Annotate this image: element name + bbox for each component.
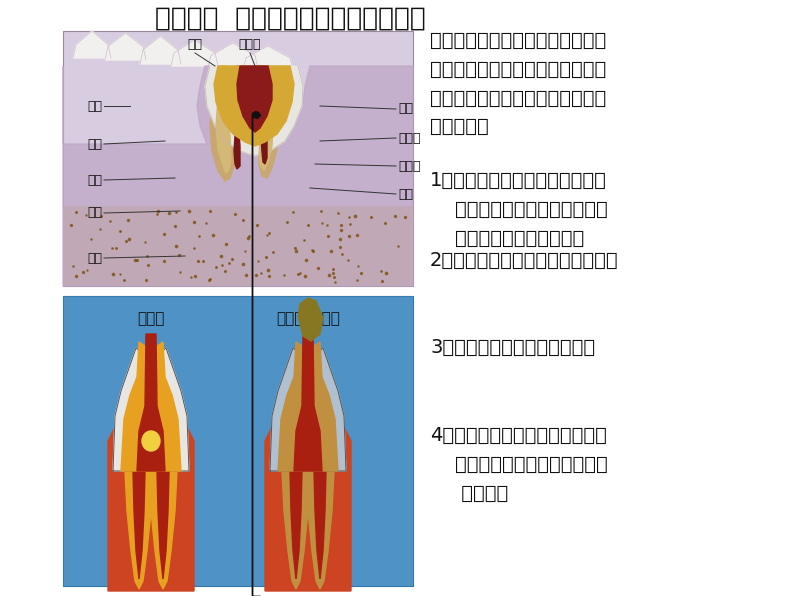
Polygon shape [137,334,165,471]
Polygon shape [133,471,145,579]
Polygon shape [270,348,346,471]
Text: 牙根: 牙根 [87,252,102,265]
Polygon shape [125,471,153,589]
Text: 前白齿: 前白齿 [239,38,261,51]
Polygon shape [260,66,267,164]
FancyBboxPatch shape [63,296,413,586]
Polygon shape [237,66,272,132]
Text: 牙颈: 牙颈 [87,206,102,219]
Polygon shape [298,298,323,341]
Polygon shape [306,471,334,589]
Text: 牙冠: 牙冠 [87,173,102,187]
Text: 牙本质: 牙本质 [398,160,421,172]
Polygon shape [157,471,169,579]
Text: 1、小组为单位调查一下组能成员
    的龋齿情况。统计一下，我们
    班的龋齿发生率是多少？: 1、小组为单位调查一下组能成员 的龋齿情况。统计一下，我们 班的龋齿发生率是多少… [430,171,607,247]
Polygon shape [243,46,293,70]
Polygon shape [149,471,177,589]
Polygon shape [210,66,235,181]
FancyBboxPatch shape [63,296,413,586]
Text: 门齿: 门齿 [87,100,102,113]
Text: 4、谈一谈，你认为那些生活习惯
    容易产生龋齿？我们怎样预防
     龋齿呢？: 4、谈一谈，你认为那些生活习惯 容易产生龋齿？我们怎样预防 龋齿呢？ [430,426,607,502]
Polygon shape [214,66,294,146]
Polygon shape [259,66,278,178]
Polygon shape [216,66,231,173]
Text: 犬齿: 犬齿 [187,38,202,51]
Text: 牙髓: 牙髓 [398,188,413,200]
Text: 龋病牙（蛀牙）: 龋病牙（蛀牙） [276,311,340,326]
Polygon shape [121,342,181,471]
Text: 3、牙齿的结构上有哪几部分？: 3、牙齿的结构上有哪几部分？ [430,338,596,357]
Polygon shape [63,66,413,286]
Polygon shape [265,406,351,591]
FancyBboxPatch shape [63,206,413,286]
Polygon shape [73,31,111,58]
Polygon shape [140,36,181,64]
Polygon shape [282,471,310,589]
Text: 2、对这部分内容你有什么疑问吗？: 2、对这部分内容你有什么疑问吗？ [430,251,619,270]
Polygon shape [208,43,258,68]
Polygon shape [290,471,302,579]
Polygon shape [278,342,338,471]
Text: 健康牙: 健康牙 [137,311,164,326]
Polygon shape [234,66,240,169]
Polygon shape [108,406,194,591]
Polygon shape [294,334,322,471]
Polygon shape [105,33,146,60]
Polygon shape [205,66,303,156]
Polygon shape [314,471,326,579]
Polygon shape [113,348,189,471]
Text: 龋洞: 龋洞 [398,103,413,116]
Text: 牙釉质: 牙釉质 [398,132,421,144]
Text: 活动二：  调查全班同学的龋齿发生率: 活动二： 调查全班同学的龋齿发生率 [155,6,426,32]
Polygon shape [259,66,273,170]
Text: 虽然牙齿是人体最坚固的器官，可
它要伴随我们几十年，所以如果不
好好保养，在使用过程中，很容易
发生蛀牙。: 虽然牙齿是人体最坚固的器官，可 它要伴随我们几十年，所以如果不 好好保养，在使用… [430,31,607,136]
Polygon shape [171,40,218,66]
FancyBboxPatch shape [63,31,413,286]
Text: 白齿: 白齿 [87,138,102,151]
Ellipse shape [142,431,160,451]
